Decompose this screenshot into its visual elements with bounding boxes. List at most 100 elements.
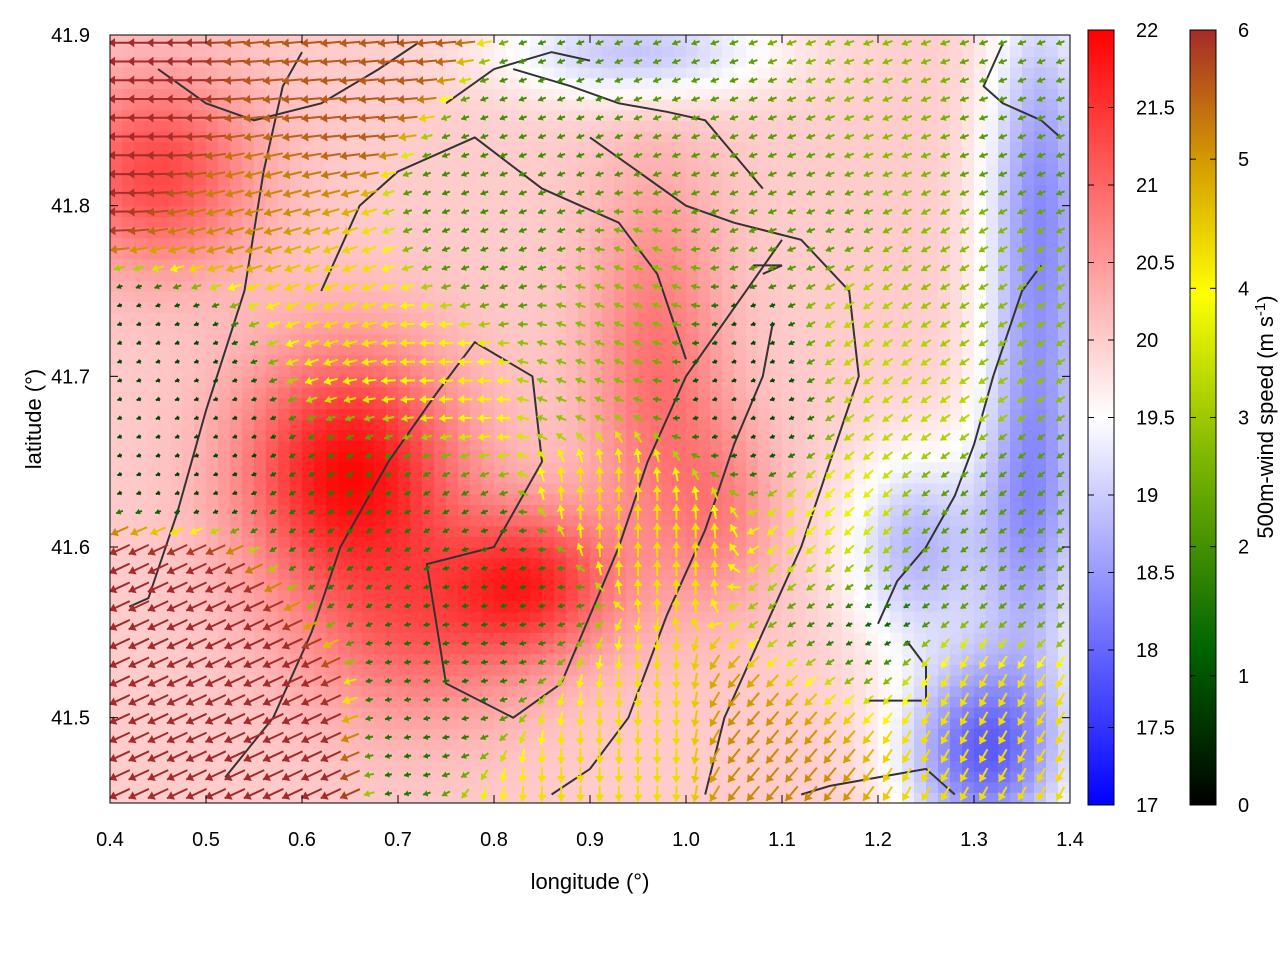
heatmap-cell <box>386 685 399 697</box>
heatmap-cell <box>590 291 603 303</box>
heatmap-cell <box>686 387 699 399</box>
heatmap-cell <box>398 493 411 505</box>
heatmap-cell <box>278 109 291 121</box>
heatmap-cell <box>170 760 183 772</box>
heatmap-cell <box>758 717 771 729</box>
heatmap-cell <box>890 35 903 47</box>
heatmap-cell <box>362 632 375 644</box>
heatmap-cell <box>614 707 627 719</box>
heatmap-cell <box>758 205 771 217</box>
heatmap-cell <box>482 291 495 303</box>
heatmap-cell <box>602 387 615 399</box>
heatmap-cell <box>806 301 819 313</box>
heatmap-cell <box>410 99 423 111</box>
heatmap-cell <box>482 579 495 591</box>
heatmap-cell <box>218 739 231 751</box>
heatmap-cell <box>494 88 507 100</box>
heatmap-cell <box>614 45 627 57</box>
heatmap-cell <box>746 269 759 281</box>
heatmap-cell <box>242 280 255 292</box>
heatmap-cell <box>134 632 147 644</box>
heatmap-cell <box>818 56 831 68</box>
heatmap-cell <box>710 269 723 281</box>
heatmap-cell <box>926 301 939 313</box>
heatmap-cell <box>194 35 207 47</box>
heatmap-cell <box>506 515 519 527</box>
heatmap-cell <box>854 312 867 324</box>
heatmap-cell <box>626 664 639 676</box>
heatmap-cell <box>122 493 135 505</box>
heatmap-cell <box>758 45 771 57</box>
heatmap-cell <box>446 56 459 68</box>
heatmap-cell <box>890 536 903 548</box>
heatmap-cell <box>698 547 711 559</box>
heatmap-cell <box>878 589 891 601</box>
heatmap-cell <box>830 67 843 79</box>
heatmap-cell <box>374 461 387 473</box>
heatmap-cell <box>686 781 699 793</box>
heatmap-cell <box>614 440 627 452</box>
heatmap-cell <box>326 440 339 452</box>
heatmap-cell <box>110 547 123 559</box>
heatmap-cell <box>830 728 843 740</box>
heatmap-cell <box>866 771 879 783</box>
heatmap-cell <box>266 237 279 249</box>
heatmap-cell <box>446 792 459 803</box>
heatmap-cell <box>470 717 483 729</box>
heatmap-cell <box>890 749 903 761</box>
heatmap-cell <box>506 67 519 79</box>
heatmap-cell <box>806 67 819 79</box>
heatmap-cell <box>722 344 735 356</box>
heatmap-cell <box>914 643 927 655</box>
heatmap-cell <box>146 728 159 740</box>
heatmap-cell <box>758 483 771 495</box>
heatmap-cell <box>914 365 927 377</box>
heatmap-cell <box>134 483 147 495</box>
heatmap-cell <box>710 248 723 260</box>
heatmap-cell <box>914 77 927 89</box>
heatmap-cell <box>674 600 687 612</box>
heatmap-cell <box>506 781 519 793</box>
heatmap-cell <box>158 141 171 153</box>
heatmap-cell <box>158 781 171 793</box>
heatmap-cell <box>830 259 843 271</box>
heatmap-cell <box>782 237 795 249</box>
heatmap-cell <box>218 419 231 431</box>
heatmap-cell <box>626 291 639 303</box>
heatmap-cell <box>878 237 891 249</box>
heatmap-cell <box>110 664 123 676</box>
heatmap-cell <box>182 515 195 527</box>
heatmap-cell <box>290 472 303 484</box>
heatmap-cell <box>626 248 639 260</box>
heatmap-cell <box>662 557 675 569</box>
heatmap-cell <box>458 141 471 153</box>
heatmap-cell <box>638 56 651 68</box>
heatmap-cell <box>602 216 615 228</box>
heatmap-cell <box>866 664 879 676</box>
heatmap-cell <box>926 547 939 559</box>
heatmap-cell <box>722 696 735 708</box>
heatmap-cell <box>158 664 171 676</box>
heatmap-cell <box>638 493 651 505</box>
heatmap-cell <box>242 237 255 249</box>
heatmap-cell <box>278 728 291 740</box>
heatmap-cell <box>734 259 747 271</box>
heatmap-cell <box>314 696 327 708</box>
heatmap-cell <box>590 611 603 623</box>
heatmap-cell <box>698 163 711 175</box>
heatmap-cell <box>230 301 243 313</box>
heatmap-cell <box>170 141 183 153</box>
heatmap-cell <box>470 728 483 740</box>
heatmap-cell <box>254 547 267 559</box>
heatmap-cell <box>878 77 891 89</box>
heatmap-cell <box>590 717 603 729</box>
heatmap-cell <box>602 440 615 452</box>
heatmap-cell <box>614 173 627 185</box>
heatmap-cell <box>530 579 543 591</box>
heatmap-cell <box>314 35 327 47</box>
heatmap-cell <box>302 749 315 761</box>
heatmap-cell <box>386 333 399 345</box>
heatmap-cell <box>470 515 483 527</box>
heatmap-cell <box>218 88 231 100</box>
heatmap-cell <box>590 451 603 463</box>
